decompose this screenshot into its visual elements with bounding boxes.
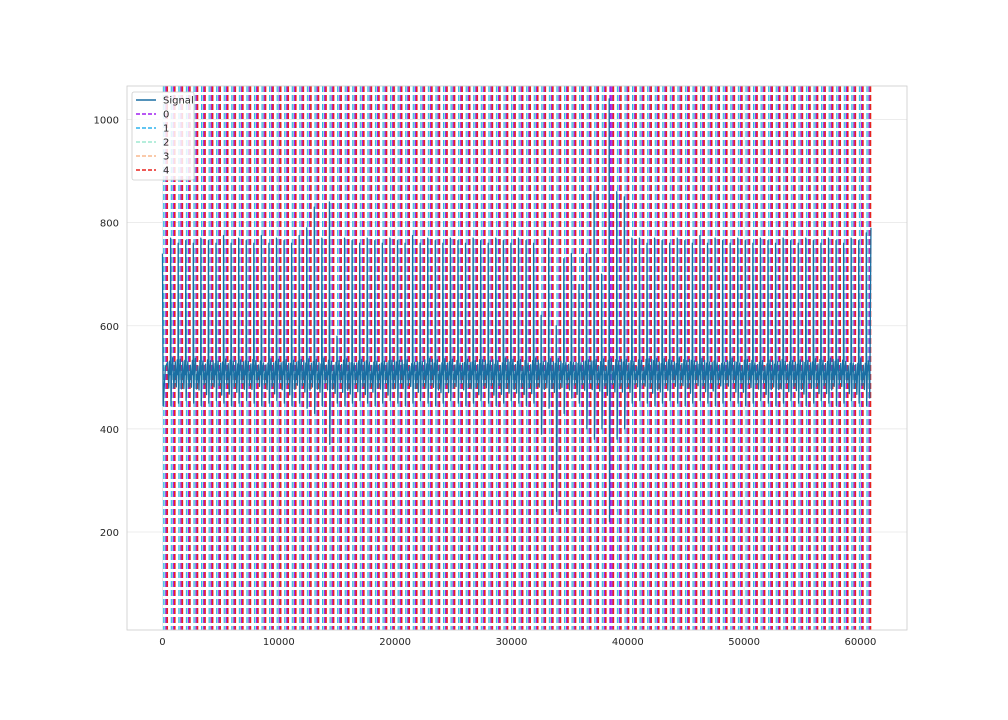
x-tick-label: 0: [159, 637, 165, 648]
y-tick-label: 200: [100, 528, 119, 539]
x-tick-label: 40000: [612, 637, 644, 648]
signal-line: [161, 98, 872, 523]
legend-label: 0: [163, 110, 169, 121]
x-tick-label: 10000: [263, 637, 295, 648]
legend-label: 3: [163, 152, 169, 163]
x-tick-label: 30000: [496, 637, 528, 648]
y-tick-label: 800: [100, 219, 119, 230]
y-tick-label: 400: [100, 425, 119, 436]
legend-label: Signal: [163, 96, 194, 107]
y-tick-label: 600: [100, 322, 119, 333]
legend-label: 2: [163, 138, 169, 149]
legend-label: 1: [163, 124, 169, 135]
x-tick-label: 50000: [728, 637, 760, 648]
signal-series: [161, 98, 872, 523]
x-tick-label: 60000: [845, 637, 877, 648]
legend-label: 4: [163, 166, 169, 177]
event-marker-lines: [163, 86, 872, 630]
legend: Signal 0 1 2 3 4: [131, 91, 195, 181]
x-tick-label: 20000: [379, 637, 411, 648]
legend-box: [131, 91, 195, 181]
y-tick-label: 1000: [94, 116, 119, 127]
plot-frame: [126, 85, 908, 631]
axis-ticks: 0 10000 20000 30000 40000 50000 60000 200 400 600…: [94, 116, 877, 648]
